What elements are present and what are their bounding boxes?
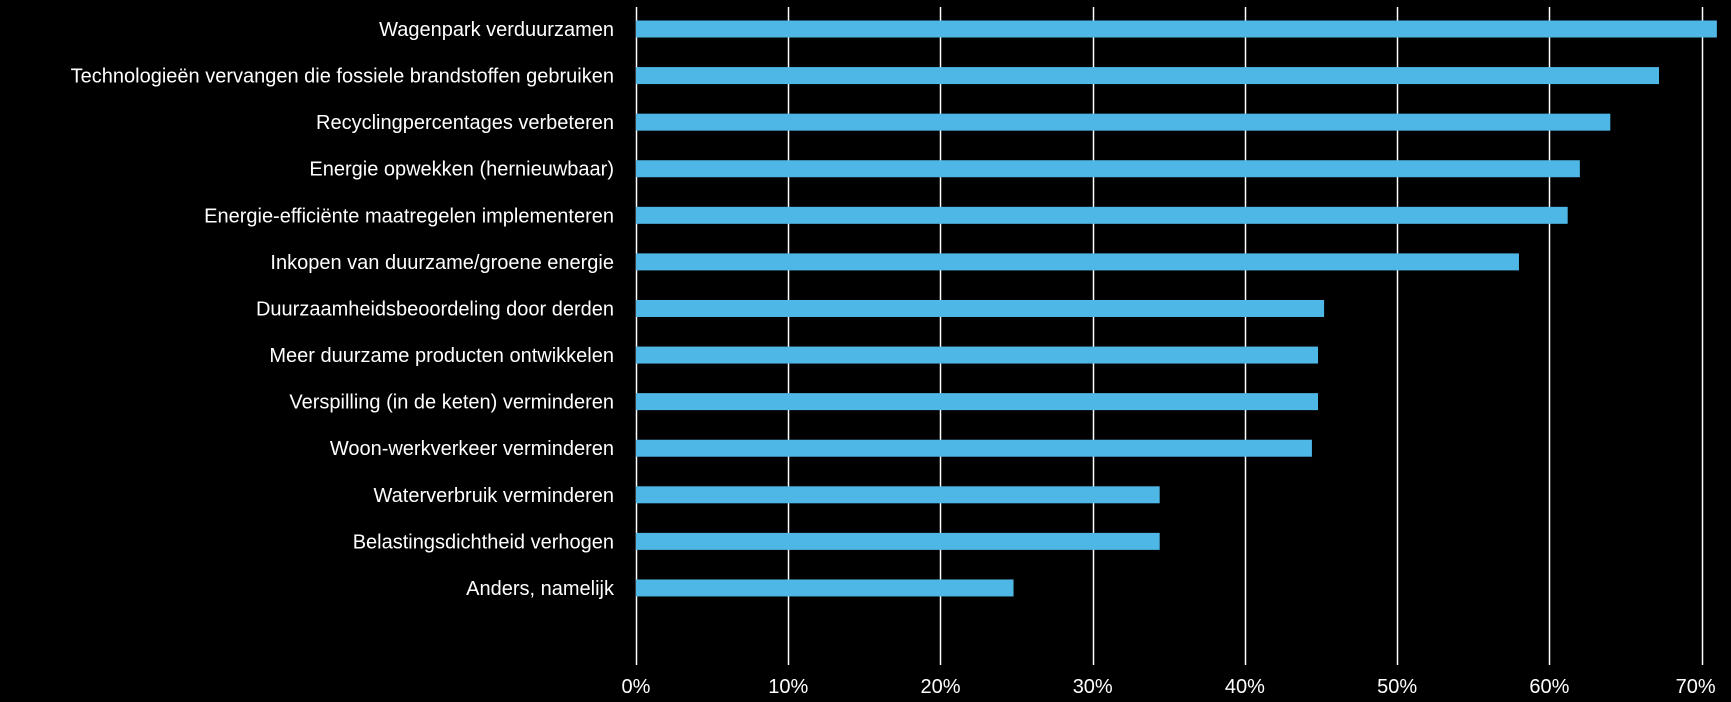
category-labels: Wagenpark verduurzamen Technologieën verv… xyxy=(71,19,615,600)
category-label-7: Duurzaamheidsbeoordeling door derden xyxy=(256,298,614,320)
bar-3 xyxy=(636,113,1611,131)
x-tick-label-30: 30% xyxy=(1073,676,1113,698)
category-label-4: Energie opwekken (hernieuwbaar) xyxy=(309,159,614,181)
bar-11 xyxy=(636,486,1160,504)
category-label-9: Verspilling (in de keten) verminderen xyxy=(289,392,614,414)
x-tick-label-50: 50% xyxy=(1377,676,1417,698)
category-label-1: Wagenpark verduurzamen xyxy=(379,19,614,41)
bar-8 xyxy=(636,346,1319,364)
x-tick-label-70: 70% xyxy=(1676,676,1716,698)
bar-9 xyxy=(636,393,1319,411)
x-tick-label-40: 40% xyxy=(1225,676,1265,698)
gridlines xyxy=(635,7,1704,665)
category-label-10: Woon-werkverkeer verminderen xyxy=(330,438,614,460)
bar-5 xyxy=(636,206,1568,224)
category-label-3: Recyclingpercentages verbeteren xyxy=(316,112,614,134)
bar-6 xyxy=(636,253,1519,271)
category-label-11: Waterverbruik verminderen xyxy=(374,485,614,507)
category-label-2: Technologieën vervangen die fossiele bra… xyxy=(71,66,614,88)
x-tick-label-60: 60% xyxy=(1529,676,1569,698)
x-tick-label-10: 10% xyxy=(768,676,808,698)
bar-12 xyxy=(636,532,1160,550)
bar-13 xyxy=(636,579,1014,597)
x-axis-tick-labels: 0% 10% 20% 30% 40% 50% 60% 70% xyxy=(622,676,1716,698)
bars xyxy=(636,20,1717,597)
bar-4 xyxy=(636,160,1580,178)
category-label-5: Energie-efficiënte maatregelen implement… xyxy=(204,205,614,227)
category-label-8: Meer duurzame producten ontwikkelen xyxy=(269,345,614,367)
bar-2 xyxy=(636,67,1660,85)
x-tick-label-20: 20% xyxy=(920,676,960,698)
bar-1 xyxy=(636,20,1717,38)
category-label-6: Inkopen van duurzame/groene energie xyxy=(270,252,614,274)
bar-10 xyxy=(636,439,1312,457)
category-label-13: Anders, namelijk xyxy=(466,578,615,600)
bar-7 xyxy=(636,299,1325,317)
x-tick-label-0: 0% xyxy=(622,676,651,698)
category-label-12: Belastingsdichtheid verhogen xyxy=(353,531,614,553)
